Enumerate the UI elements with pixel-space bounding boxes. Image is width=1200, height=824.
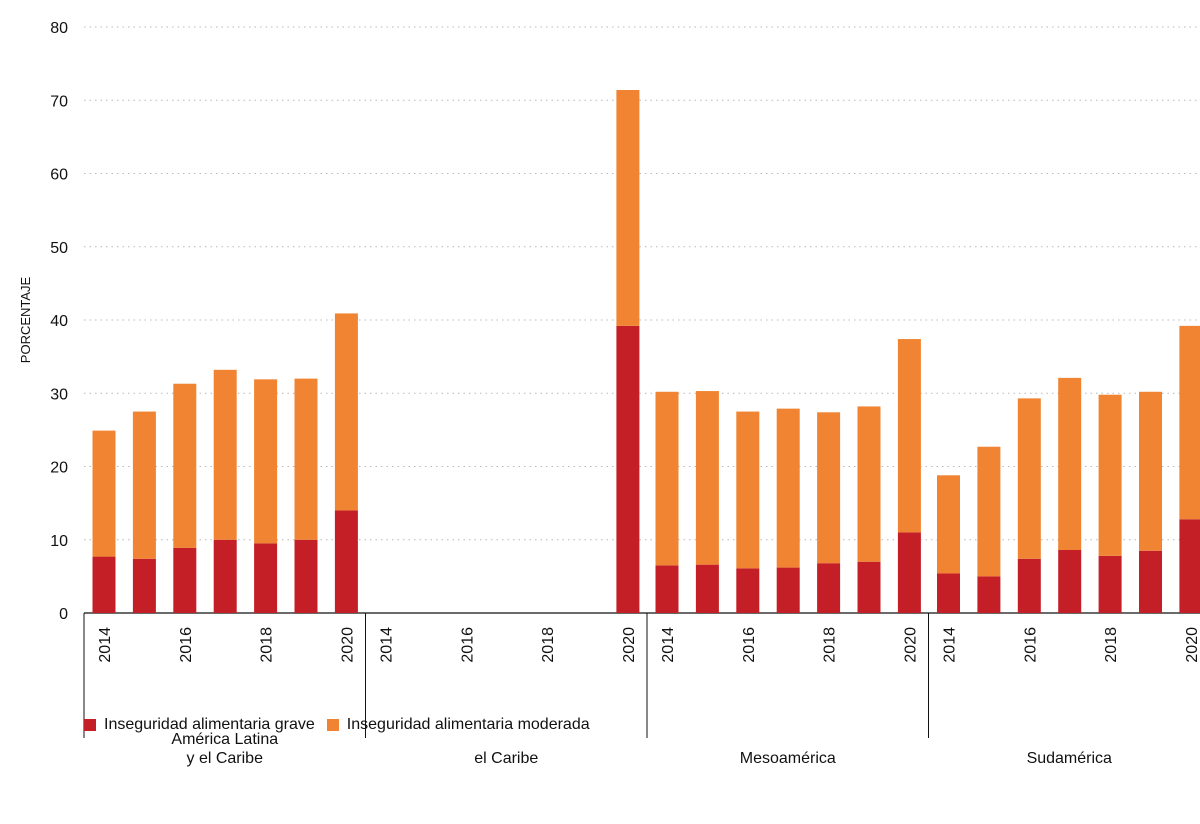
x-tick-label: 2020 bbox=[1184, 627, 1200, 663]
x-tick-label: 2018 bbox=[259, 627, 276, 663]
y-tick-label: 0 bbox=[59, 606, 68, 623]
bar-grave bbox=[254, 543, 278, 613]
x-tick-label: 2016 bbox=[178, 627, 195, 663]
bar-grave bbox=[817, 563, 841, 613]
x-tick-label: 2014 bbox=[660, 627, 677, 663]
bar-grave bbox=[213, 539, 237, 613]
x-tick-label: 2016 bbox=[741, 627, 758, 663]
group-label: Mesoamérica bbox=[740, 750, 836, 767]
bar-grave bbox=[655, 565, 679, 613]
bar-moderada bbox=[655, 391, 679, 566]
bar-grave bbox=[92, 556, 116, 613]
bar-moderada bbox=[254, 379, 278, 544]
y-tick-label: 30 bbox=[50, 386, 68, 403]
y-axis-title: PORCENTAJE bbox=[18, 276, 33, 363]
x-tick-label: 2016 bbox=[459, 627, 476, 663]
legend-label-grave: Inseguridad alimentaria grave bbox=[104, 716, 315, 733]
bar-moderada bbox=[736, 411, 760, 569]
bar-moderada bbox=[173, 383, 197, 548]
bar-grave bbox=[937, 573, 960, 613]
group-label: Sudamérica bbox=[1027, 750, 1112, 767]
bar-moderada bbox=[92, 430, 116, 557]
y-tick-label: 70 bbox=[50, 93, 68, 110]
bar-grave bbox=[1179, 519, 1200, 613]
bar-grave bbox=[173, 547, 197, 613]
bar-moderada bbox=[857, 406, 881, 562]
bar-moderada bbox=[897, 339, 921, 533]
bar-grave bbox=[616, 325, 640, 613]
bar-grave bbox=[857, 561, 881, 613]
legend-label-moderada: Inseguridad alimentaria moderada bbox=[346, 716, 590, 733]
bar-grave bbox=[334, 510, 358, 613]
bar-grave bbox=[776, 567, 800, 613]
y-tick-label: 50 bbox=[50, 240, 68, 257]
bar-grave bbox=[977, 576, 1001, 613]
bar-moderada bbox=[1058, 377, 1082, 551]
bar-grave bbox=[1098, 555, 1122, 613]
bar-moderada bbox=[132, 411, 156, 559]
y-tick-label: 80 bbox=[50, 20, 68, 37]
bar-grave bbox=[736, 568, 760, 613]
x-tick-label: 2018 bbox=[1103, 627, 1120, 663]
y-tick-label: 10 bbox=[50, 533, 68, 550]
bar-moderada bbox=[1179, 325, 1200, 520]
y-tick-label: 60 bbox=[50, 167, 68, 184]
bar-moderada bbox=[1017, 398, 1041, 559]
bar-moderada bbox=[1139, 391, 1162, 551]
bar-moderada bbox=[334, 313, 358, 511]
y-tick-label: 20 bbox=[50, 460, 68, 477]
x-tick-label: 2016 bbox=[1022, 627, 1039, 663]
x-tick-label: 2020 bbox=[902, 627, 919, 663]
bar-grave bbox=[132, 558, 156, 613]
bar-moderada bbox=[937, 475, 960, 574]
group-label: y el Caribe bbox=[187, 750, 264, 767]
legend-swatch-grave bbox=[84, 719, 96, 731]
bar-moderada bbox=[776, 408, 800, 568]
bar-moderada bbox=[294, 378, 318, 540]
x-tick-label: 2020 bbox=[621, 627, 638, 663]
x-tick-label: 2014 bbox=[942, 627, 959, 663]
group-label: el Caribe bbox=[474, 750, 538, 767]
x-tick-label: 2018 bbox=[540, 627, 557, 663]
group-label: América Latina bbox=[171, 731, 278, 748]
bar-moderada bbox=[616, 89, 640, 326]
bar-grave bbox=[1139, 550, 1162, 613]
bar-grave bbox=[294, 539, 318, 613]
x-tick-label: 2014 bbox=[379, 627, 396, 663]
bar-grave bbox=[897, 532, 921, 613]
bar-moderada bbox=[1098, 394, 1122, 556]
bar-grave bbox=[1017, 558, 1041, 613]
bar-moderada bbox=[695, 391, 719, 565]
bar-grave bbox=[695, 564, 719, 613]
x-tick-label: 2014 bbox=[97, 627, 114, 663]
x-tick-label: 2020 bbox=[339, 627, 356, 663]
legend-swatch-moderada bbox=[326, 719, 339, 731]
x-tick-label: 2018 bbox=[822, 627, 839, 663]
legend-item-grave: Inseguridad alimentaria grave bbox=[84, 716, 315, 734]
bar-grave bbox=[1058, 550, 1082, 613]
legend: Inseguridad alimentaria grave Insegurida… bbox=[84, 716, 602, 734]
bar-moderada bbox=[213, 369, 237, 540]
y-tick-label: 40 bbox=[50, 313, 68, 330]
bar-moderada bbox=[977, 446, 1001, 577]
legend-item-moderada: Inseguridad alimentaria moderada bbox=[326, 716, 590, 734]
bar-moderada bbox=[817, 412, 841, 564]
